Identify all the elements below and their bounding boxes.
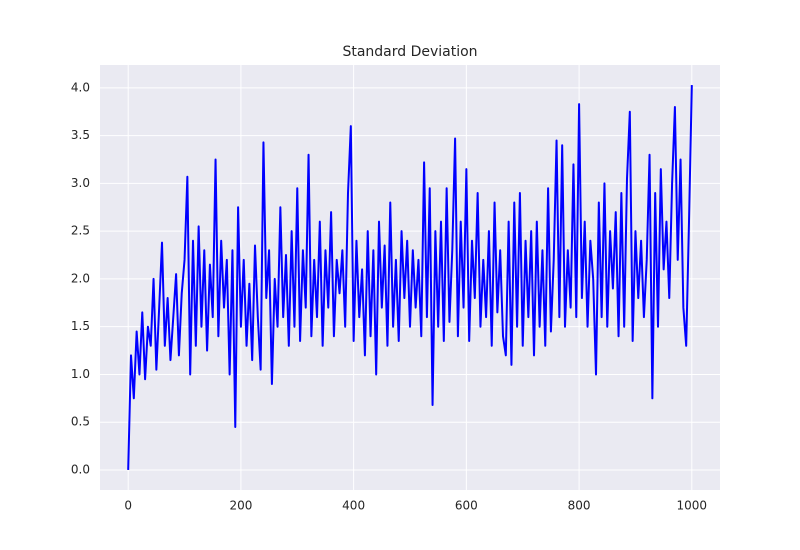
y-tick-label: 0.5 (71, 415, 90, 429)
x-tick-label: 200 (229, 499, 252, 513)
x-tick-label: 400 (342, 499, 365, 513)
y-tick-label: 2.5 (71, 224, 90, 238)
y-tick-label: 4.0 (71, 80, 90, 94)
x-tick-label: 0 (124, 499, 132, 513)
y-tick-label: 0.0 (71, 462, 90, 476)
y-tick-label: 3.5 (71, 128, 90, 142)
y-tick-label: 1.5 (71, 319, 90, 333)
y-tick-label: 3.0 (71, 176, 90, 190)
data-line (127, 85, 693, 470)
chart-title: Standard Deviation (342, 44, 477, 60)
y-tick-label: 1.0 (71, 367, 90, 381)
x-tick-label: 1000 (677, 499, 708, 513)
x-tick-label: 600 (455, 499, 478, 513)
y-tick-label: 2.0 (71, 271, 90, 285)
x-tick-label: 800 (568, 499, 591, 513)
